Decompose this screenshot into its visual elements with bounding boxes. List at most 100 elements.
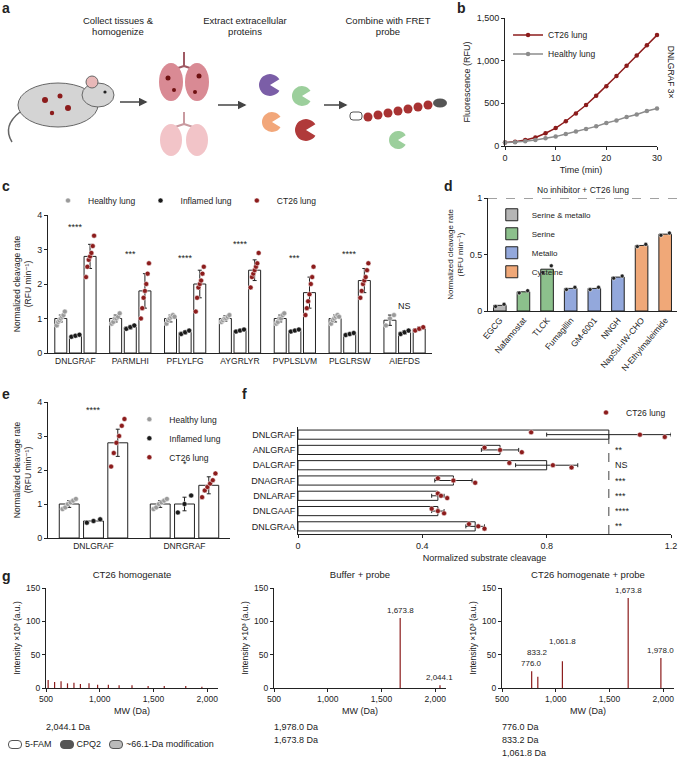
- svg-text:****: ****: [68, 222, 83, 232]
- svg-text:N-Ethylmaleimide: N-Ethylmaleimide: [620, 315, 671, 373]
- svg-text:DNLGRAF: DNLGRAF: [73, 541, 114, 551]
- svg-text:AIEFDS: AIEFDS: [389, 356, 420, 366]
- svg-text:DNLGAAF: DNLGAAF: [253, 506, 296, 516]
- svg-text:500: 500: [495, 694, 509, 704]
- svg-text:4: 4: [37, 397, 42, 407]
- svg-text:MW (Da): MW (Da): [570, 706, 606, 716]
- svg-text:Intensity ×10³ (a.u.): Intensity ×10³ (a.u.): [468, 601, 478, 675]
- svg-text:DNLARAF: DNLARAF: [253, 491, 296, 501]
- svg-text:MW (Da): MW (Da): [114, 706, 150, 716]
- svg-text:0: 0: [36, 683, 41, 693]
- svg-text:Serine & metallo: Serine & metallo: [532, 211, 591, 220]
- svg-text:No inhibitor + CT26 lung: No inhibitor + CT26 lung: [537, 185, 629, 195]
- svg-text:50: 50: [259, 650, 269, 660]
- svg-text:2,000: 2,000: [197, 694, 219, 704]
- svg-text:1: 1: [37, 499, 42, 509]
- svg-text:1,673.8: 1,673.8: [387, 606, 414, 615]
- svg-text:****: ****: [86, 405, 101, 415]
- svg-text:100: 100: [254, 616, 268, 626]
- svg-text:Fluorescence (RFU): Fluorescence (RFU): [462, 41, 472, 122]
- svg-text:Normalized cleavage rate(RFU m: Normalized cleavage rate(RFU min⁻¹): [12, 422, 33, 519]
- svg-text:20: 20: [601, 153, 611, 163]
- svg-text:Healthy lung: Healthy lung: [88, 196, 136, 206]
- svg-text:probe: probe: [376, 26, 400, 37]
- svg-text:Serine: Serine: [532, 230, 556, 239]
- svg-text:NS: NS: [615, 460, 628, 470]
- svg-text:CT26 lung: CT26 lung: [169, 453, 208, 463]
- svg-text:1,000: 1,000: [89, 694, 111, 704]
- svg-text:Normalized cleavage rate(RFU m: Normalized cleavage rate(RFU min⁻¹): [446, 209, 465, 300]
- svg-text:0.5: 0.5: [470, 250, 483, 260]
- svg-text:**: **: [615, 521, 623, 531]
- svg-text:Combine with FRET: Combine with FRET: [346, 15, 431, 26]
- svg-text:0: 0: [37, 533, 42, 543]
- svg-text:1,500: 1,500: [143, 694, 165, 704]
- svg-text:DNAGRAF: DNAGRAF: [251, 476, 296, 486]
- svg-text:Inflamed lung: Inflamed lung: [169, 434, 220, 444]
- svg-text:30: 30: [652, 153, 662, 163]
- svg-text:150: 150: [254, 583, 268, 593]
- svg-text:2,044.1: 2,044.1: [426, 673, 453, 682]
- svg-text:0: 0: [492, 683, 497, 693]
- svg-text:***: ***: [289, 253, 300, 263]
- svg-text:Normalized cleavage rate(RFU m: Normalized cleavage rate(RFU min⁻¹): [12, 236, 33, 333]
- svg-text:2,000: 2,000: [653, 694, 675, 704]
- svg-text:DNLGRAF: DNLGRAF: [55, 356, 96, 366]
- svg-text:DNRGRAF: DNRGRAF: [163, 541, 205, 551]
- svg-text:1.2: 1.2: [665, 541, 678, 551]
- svg-text:776.0: 776.0: [521, 659, 542, 668]
- svg-text:AYGRLYR: AYGRLYR: [220, 356, 259, 366]
- svg-text:CT26 lung: CT26 lung: [277, 196, 316, 206]
- svg-text:50: 50: [487, 650, 497, 660]
- svg-text:****: ****: [178, 253, 193, 263]
- svg-text:3: 3: [37, 431, 42, 441]
- svg-text:PLGLRSW: PLGLRSW: [329, 356, 371, 366]
- svg-text:Collect tissues &: Collect tissues &: [83, 15, 154, 26]
- svg-text:TLCK: TLCK: [530, 315, 552, 338]
- svg-text:Healthy lung: Healthy lung: [169, 415, 217, 425]
- svg-text:CT26 homogenate: CT26 homogenate: [93, 569, 172, 580]
- svg-text:0.8: 0.8: [540, 541, 553, 551]
- svg-text:0: 0: [295, 541, 300, 551]
- svg-text:EGCG: EGCG: [481, 316, 505, 342]
- svg-text:Healthy lung: Healthy lung: [548, 49, 596, 59]
- svg-text:Extract extracellular: Extract extracellular: [203, 15, 286, 26]
- svg-text:NS: NS: [398, 301, 411, 311]
- svg-text:proteins: proteins: [228, 26, 262, 37]
- svg-text:1,000: 1,000: [477, 56, 500, 66]
- svg-text:Nafamostat: Nafamostat: [493, 315, 529, 355]
- svg-text:1,500: 1,500: [477, 13, 500, 23]
- svg-text:0: 0: [37, 348, 42, 358]
- svg-text:****: ****: [615, 506, 630, 516]
- svg-text:****: ****: [342, 249, 357, 259]
- svg-text:500: 500: [267, 694, 281, 704]
- svg-text:500: 500: [39, 694, 53, 704]
- svg-text:1,061.8: 1,061.8: [549, 637, 576, 646]
- svg-text:***: ***: [615, 476, 626, 486]
- svg-text:0: 0: [494, 141, 499, 151]
- svg-text:CT26 homogenate + probe: CT26 homogenate + probe: [531, 569, 645, 580]
- svg-text:3: 3: [37, 245, 42, 255]
- svg-text:PARMLHI: PARMLHI: [112, 356, 149, 366]
- svg-text:1,500: 1,500: [371, 694, 393, 704]
- svg-text:1,500: 1,500: [599, 694, 621, 704]
- svg-text:NapSul-IW-CHO: NapSul-IW-CHO: [598, 315, 646, 370]
- svg-text:2,000: 2,000: [425, 694, 447, 704]
- svg-text:0: 0: [502, 153, 507, 163]
- svg-text:0: 0: [477, 306, 482, 316]
- svg-text:1: 1: [37, 314, 42, 324]
- svg-text:500: 500: [484, 98, 499, 108]
- svg-text:100: 100: [482, 616, 496, 626]
- svg-text:PVPLSLVM: PVPLSLVM: [273, 356, 317, 366]
- svg-text:1,978.0: 1,978.0: [647, 646, 674, 655]
- svg-text:Inflamed lung: Inflamed lung: [181, 196, 232, 206]
- svg-text:Intensity ×10³ (a.u.): Intensity ×10³ (a.u.): [12, 601, 22, 675]
- svg-text:150: 150: [26, 583, 40, 593]
- svg-text:PFLYLFG: PFLYLFG: [167, 356, 204, 366]
- svg-text:0: 0: [264, 683, 269, 693]
- svg-text:Fumagillin: Fumagillin: [543, 315, 576, 351]
- svg-text:DALGRAF: DALGRAF: [253, 460, 296, 470]
- svg-text:Intensity ×10³ (a.u.): Intensity ×10³ (a.u.): [240, 601, 250, 675]
- svg-text:4: 4: [37, 210, 42, 220]
- svg-text:***: ***: [125, 249, 136, 259]
